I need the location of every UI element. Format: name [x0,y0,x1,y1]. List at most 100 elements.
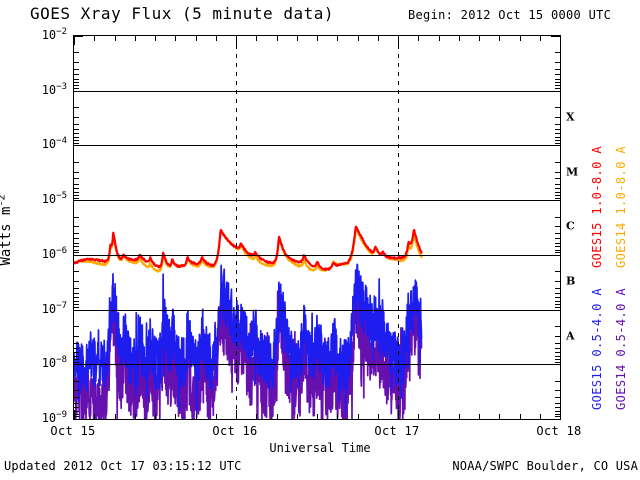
y-tick-label: 10−4 [41,136,67,152]
x-tick-minor [358,414,359,419]
y-axis-label-exponent: -2 [0,194,8,207]
y-tick-minor [555,343,560,344]
y-tick-minor [555,184,560,185]
gridline-vertical-day [398,36,399,419]
y-tick-minor [555,188,560,189]
x-tick-minor [317,36,318,41]
x-tick-minor [256,414,257,419]
y-tick-minor [74,307,79,308]
y-tick-minor [74,137,79,138]
y-tick-major [74,91,83,92]
x-tick-minor [520,414,521,419]
y-tick-minor [555,85,560,86]
y-tick-minor [74,246,79,247]
y-tick-minor [74,356,79,357]
y-tick-minor [74,403,79,404]
x-tick-minor [256,36,257,41]
y-tick-minor [555,414,560,415]
x-tick-minor [196,414,197,419]
y-tick-minor [74,397,79,398]
y-tick-minor [74,414,79,415]
y-tick-minor [555,307,560,308]
plot-area [73,35,561,420]
y-tick-minor [74,82,79,83]
y-tick-minor [555,69,560,70]
y-tick-minor [74,162,79,163]
x-tick-major [398,410,399,419]
y-tick-major [551,200,560,201]
y-tick-minor [555,362,560,363]
y-tick-minor [74,129,79,130]
y-tick-minor [74,124,79,125]
x-tick-minor [216,36,217,41]
y-tick-minor [555,281,560,282]
y-tick-minor [555,348,560,349]
x-tick-minor [135,36,136,41]
x-tick-minor [115,414,116,419]
y-tick-major [551,36,560,37]
y-tick-minor [555,172,560,173]
y-tick-minor [555,74,560,75]
y-tick-major [74,200,83,201]
x-tick-minor [439,414,440,419]
y-tick-major [74,310,83,311]
y-tick-major [74,145,83,146]
x-tick-minor [94,414,95,419]
x-tick-minor [499,36,500,41]
x-tick-minor [196,36,197,41]
y-tick-minor [555,233,560,234]
gridline-horizontal [74,364,560,365]
y-tick-minor [555,403,560,404]
y-tick-minor [555,133,560,134]
footer-credit-text: NOAA/SWPC Boulder, CO USA [452,459,638,473]
y-tick-minor [74,336,79,337]
x-tick-minor [378,414,379,419]
x-tick-minor [459,414,460,419]
x-tick-minor [540,414,541,419]
y-tick-minor [555,252,560,253]
y-tick-minor [555,195,560,196]
y-tick-major [551,145,560,146]
y-tick-minor [74,74,79,75]
y-tick-minor [74,297,79,298]
y-tick-minor [555,407,560,408]
x-tick-label: Oct 16 [212,424,258,438]
x-tick-minor [135,414,136,419]
y-tick-minor [555,178,560,179]
y-tick-minor [74,192,79,193]
y-tick-minor [74,359,79,360]
y-tick-minor [74,362,79,363]
legend-goes15-long: GOES15 1.0-8.0 A [590,146,604,268]
x-tick-minor [499,414,500,419]
y-tick-minor [74,348,79,349]
y-tick-minor [555,124,560,125]
x-tick-minor [277,36,278,41]
y-tick-minor [555,217,560,218]
x-tick-minor [175,414,176,419]
y-tick-minor [555,326,560,327]
y-tick-major [74,255,83,256]
x-tick-minor [216,414,217,419]
y-tick-minor [555,162,560,163]
y-tick-minor [74,184,79,185]
x-tick-minor [479,414,480,419]
y-tick-major [551,310,560,311]
y-tick-major [551,364,560,365]
y-axis-label: Watts m-2 [0,140,14,320]
plot-canvas [74,36,560,419]
x-tick-minor [358,36,359,41]
x-tick-label: Oct 18 [536,424,582,438]
y-tick-minor [74,233,79,234]
y-tick-minor [74,117,79,118]
y-tick-label: 10−6 [41,245,67,261]
y-tick-minor [555,82,560,83]
y-tick-minor [555,352,560,353]
y-tick-minor [555,250,560,251]
y-tick-minor [74,281,79,282]
y-tick-minor [555,192,560,193]
y-tick-minor [555,397,560,398]
x-tick-major [74,410,75,419]
y-tick-minor [74,188,79,189]
gridline-horizontal [74,91,560,92]
